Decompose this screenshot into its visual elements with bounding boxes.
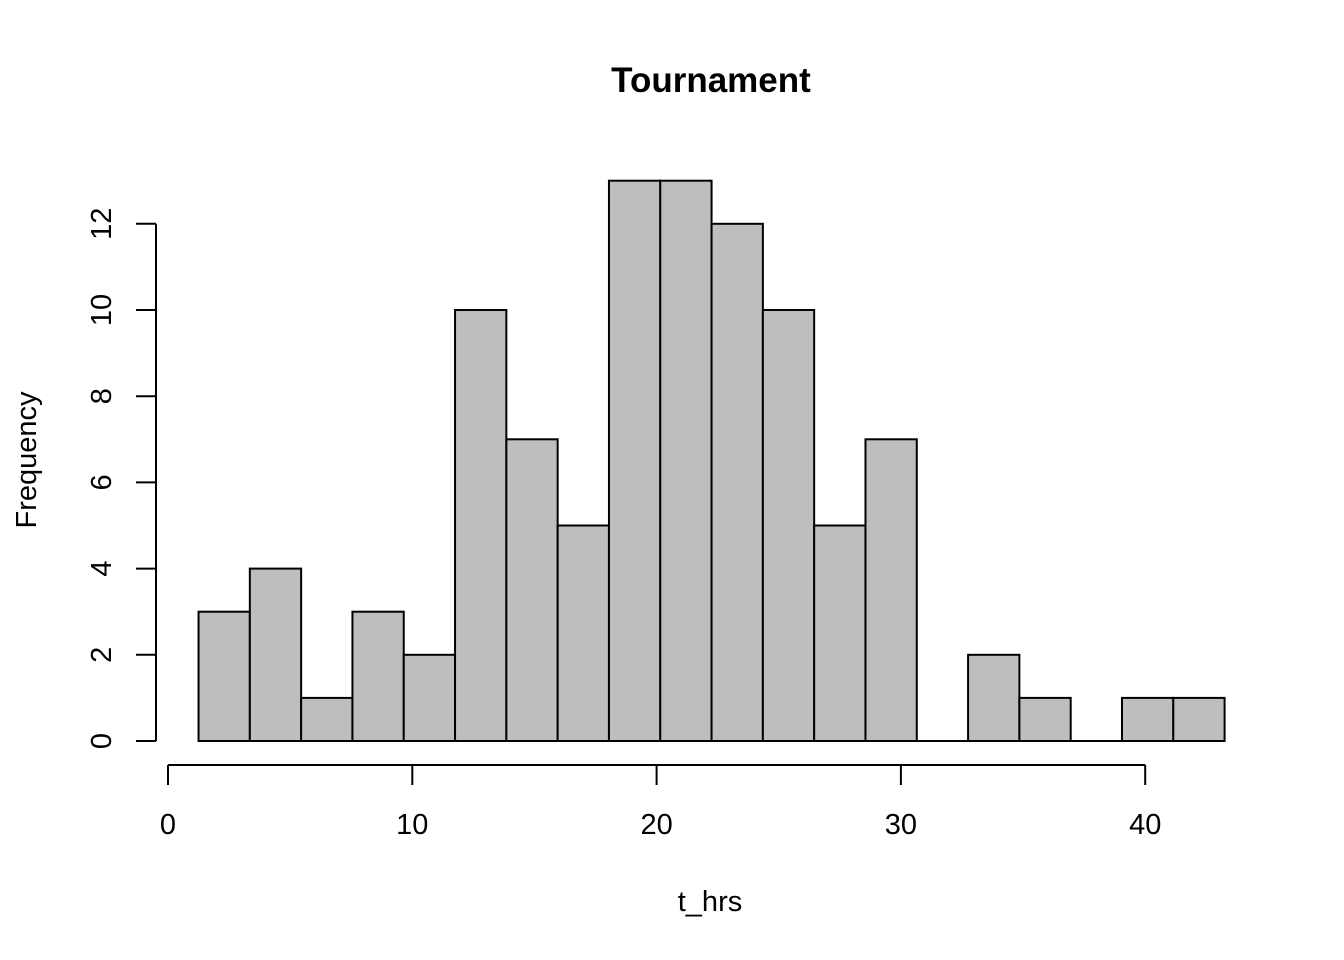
histogram-bar [454, 309, 508, 742]
y-axis-label: Frequency [11, 391, 43, 529]
x-tick-label: 20 [640, 809, 672, 841]
histogram-bar [710, 222, 764, 743]
x-axis: 0 10 20 30 40 [160, 764, 1161, 841]
x-tick-label: 30 [885, 809, 917, 841]
histogram-bar [967, 653, 1021, 742]
histogram-bar [1120, 696, 1175, 743]
y-tick-label: 10 [86, 294, 118, 326]
histogram-bar [351, 610, 405, 743]
y-tick-label: 2 [86, 647, 118, 663]
y-tick-label: 6 [86, 474, 118, 490]
histogram-bar [659, 179, 713, 742]
y-tick-label: 8 [86, 388, 118, 404]
y-tick-label: 12 [86, 208, 118, 240]
histogram-bar [505, 438, 559, 742]
histogram-bar [248, 567, 303, 742]
histogram-bar [607, 179, 662, 742]
histogram-bar [1018, 696, 1072, 743]
histogram-bar [864, 438, 918, 742]
histogram-bar [1172, 696, 1226, 743]
y-tick-label: 4 [86, 561, 118, 577]
histogram-bars [197, 179, 1226, 743]
histogram-bar [761, 309, 816, 742]
histogram-bar [402, 653, 457, 742]
x-tick-label: 0 [160, 809, 176, 841]
x-axis-label: t_hrs [678, 886, 742, 918]
histogram-bar [197, 610, 251, 743]
chart-title: Tournament [611, 61, 811, 100]
y-tick-label: 0 [86, 733, 118, 749]
x-tick-label: 40 [1129, 809, 1161, 841]
y-axis: 0 2 4 6 8 10 12 [86, 208, 157, 749]
histogram-bar [813, 524, 867, 742]
histogram-bar [300, 696, 354, 743]
x-tick-label: 10 [396, 809, 428, 841]
histogram-bar [556, 524, 610, 742]
